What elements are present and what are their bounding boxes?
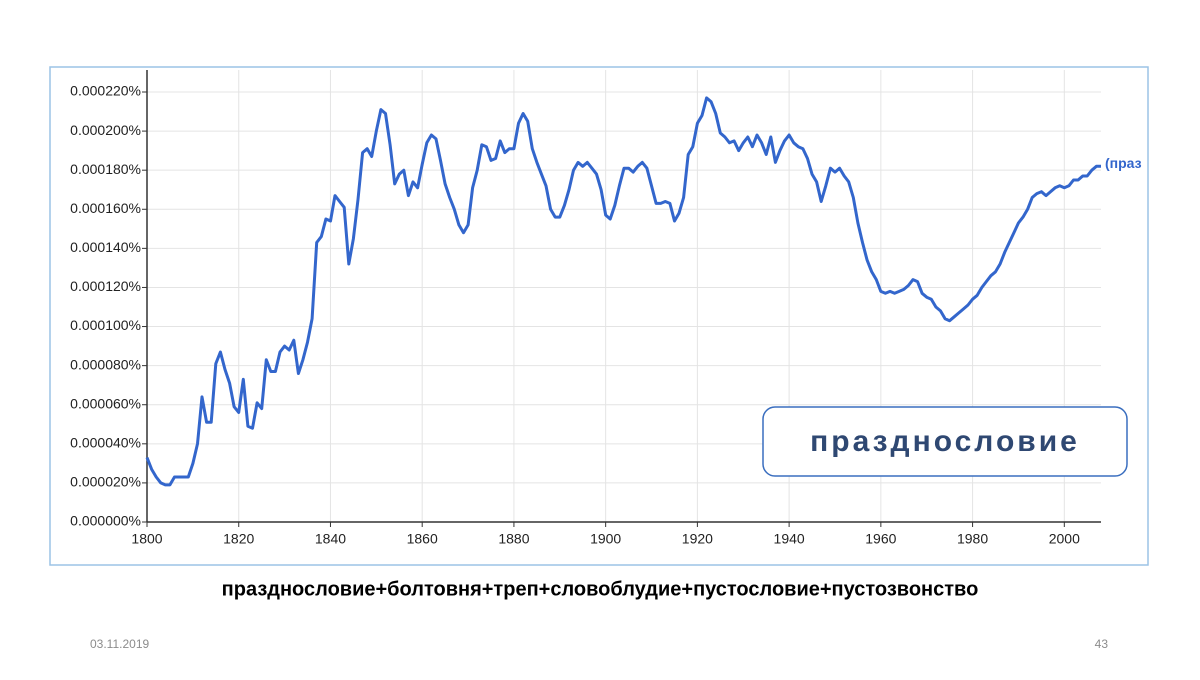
x-tick-label: 1860 [407,531,438,547]
y-tick-label: 0.000040% [70,435,141,451]
series-line [145,96,1101,487]
y-tick-label: 0.000000% [70,513,141,529]
y-tick-label: 0.000020% [70,474,141,490]
x-tick-label: 1880 [498,531,529,547]
x-tick-label: 2000 [1049,531,1080,547]
x-tick-label: 1900 [590,531,621,547]
y-tick-label: 0.000180% [70,161,141,177]
x-tick-label: 1920 [682,531,713,547]
series-label: (праз [1105,155,1142,171]
label-box [762,406,1128,477]
chart-frame [49,66,1149,566]
x-tick-label: 1960 [865,531,896,547]
y-tick-label: 0.000160% [70,200,141,216]
y-tick-label: 0.000080% [70,356,141,372]
x-tick-label: 1940 [774,531,805,547]
page-number: 43 [1095,637,1109,651]
x-tick-label: 1980 [957,531,988,547]
x-tick-label: 1840 [315,531,346,547]
y-tick-label: 0.000140% [70,239,141,255]
x-tick-label: 1820 [223,531,254,547]
y-tick-label: 0.000060% [70,395,141,411]
x-tick-label: 1800 [131,531,162,547]
y-tick-label: 0.000100% [70,317,141,333]
y-tick-label: 0.000220% [70,83,141,99]
y-tick-label: 0.000120% [70,278,141,294]
y-tick-label: 0.000200% [70,122,141,138]
label-box-text: празднословие [810,425,1080,458]
date: 03.11.2019 [90,637,149,651]
caption: празднословие+болтовня+треп+словоблудие+… [222,578,979,600]
chart: 0.000000% 0.000020% 0.000040% 0.000060% 0.00… [70,70,1142,547]
